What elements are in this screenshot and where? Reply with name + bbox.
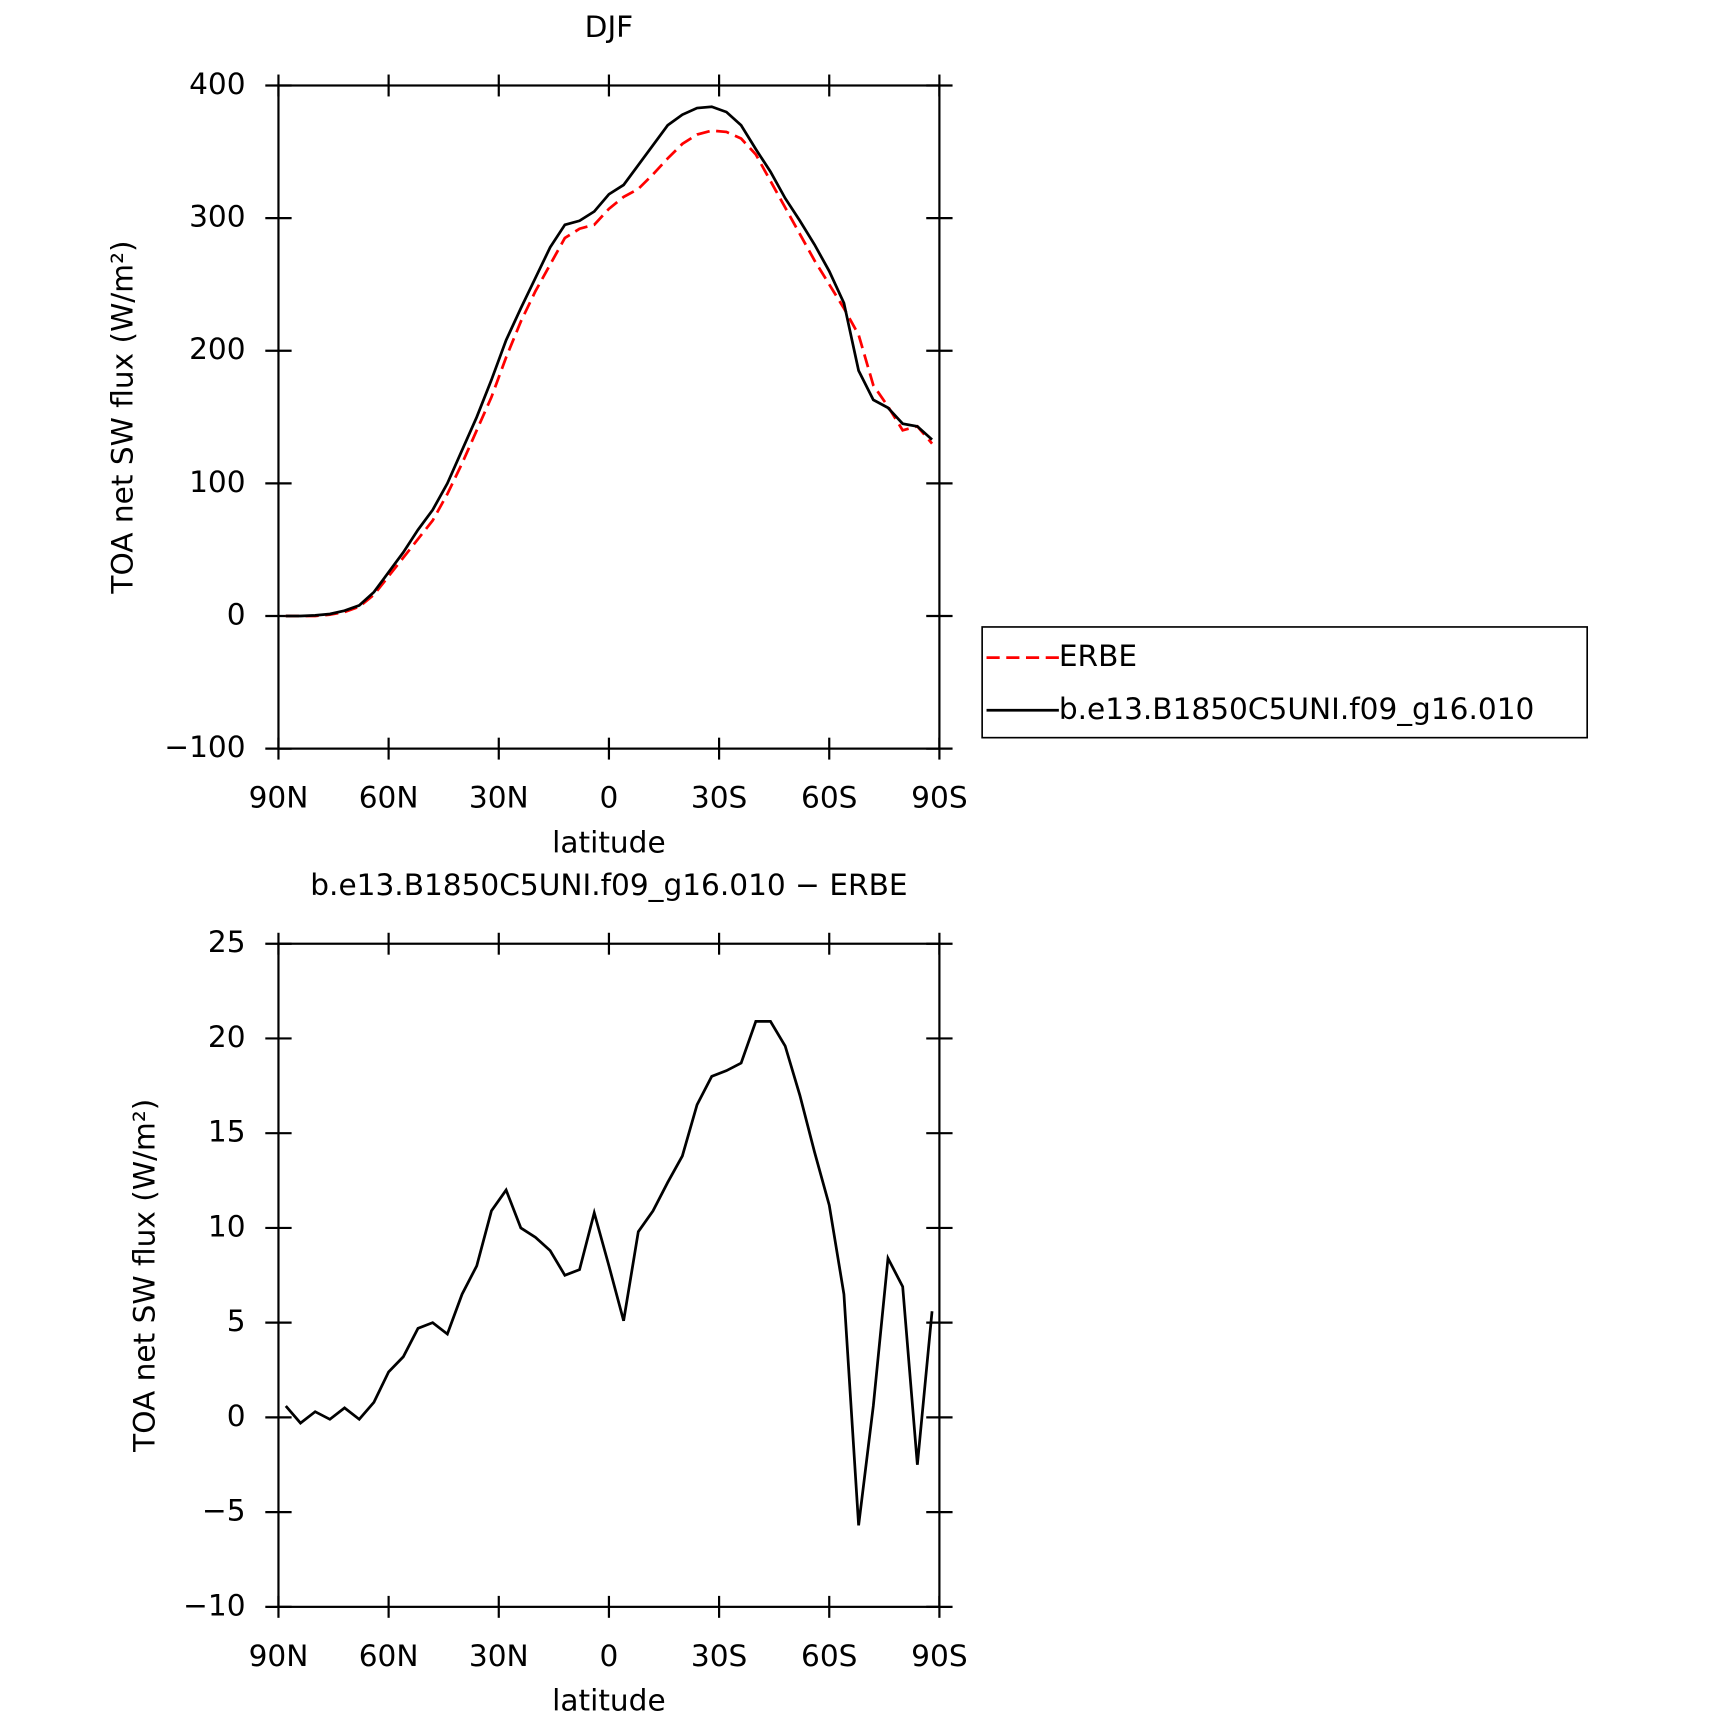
x-tick-label: 90S <box>911 781 967 815</box>
x-tick-label: 30N <box>469 781 529 815</box>
y-tick-label: 15 <box>208 1115 246 1149</box>
y-axis-label: TOA net SW flux (W/m²) <box>127 1099 161 1453</box>
y-axis-label: TOA net SW flux (W/m²) <box>105 241 139 595</box>
y-tick-label: 10 <box>208 1209 246 1243</box>
chart-title: DJF <box>585 10 634 44</box>
x-axis-label: latitude <box>552 825 665 859</box>
legend-box <box>981 626 1589 739</box>
x-tick-label: 60N <box>359 1639 419 1673</box>
x-tick-label: 90S <box>911 1639 967 1673</box>
x-tick-label: 0 <box>600 781 619 815</box>
x-tick-label: 90N <box>249 1639 309 1673</box>
plot-frame <box>277 84 941 750</box>
data-line <box>284 1020 934 1526</box>
y-tick-label: 0 <box>227 1399 246 1433</box>
x-tick-label: 30S <box>691 1639 747 1673</box>
data-line <box>285 129 934 618</box>
y-tick-label: −10 <box>183 1588 245 1622</box>
x-tick-label: 60S <box>801 1639 857 1673</box>
legend-label: ERBE <box>1059 639 1137 673</box>
x-tick-label: 60S <box>801 781 857 815</box>
data-line <box>285 105 933 618</box>
y-tick-label: 300 <box>189 200 245 234</box>
y-tick-label: 200 <box>189 332 245 366</box>
chart-title: b.e13.B1850C5UNI.f09_g16.010 − ERBE <box>310 868 907 902</box>
y-tick-label: −100 <box>164 730 245 764</box>
y-tick-label: 400 <box>189 67 245 101</box>
y-tick-label: 25 <box>208 925 246 959</box>
y-tick-label: 20 <box>208 1020 246 1054</box>
y-tick-label: 5 <box>227 1304 246 1338</box>
legend-label: b.e13.B1850C5UNI.f09_g16.010 <box>1059 692 1534 726</box>
x-axis-label: latitude <box>552 1684 665 1718</box>
x-tick-label: 60N <box>359 781 419 815</box>
y-tick-label: −5 <box>202 1494 246 1528</box>
x-tick-label: 0 <box>600 1639 619 1673</box>
y-tick-label: 0 <box>227 597 246 631</box>
x-tick-label: 30S <box>691 781 747 815</box>
y-tick-label: 100 <box>189 465 245 499</box>
x-tick-label: 30N <box>469 1639 529 1673</box>
x-tick-label: 90N <box>249 781 309 815</box>
